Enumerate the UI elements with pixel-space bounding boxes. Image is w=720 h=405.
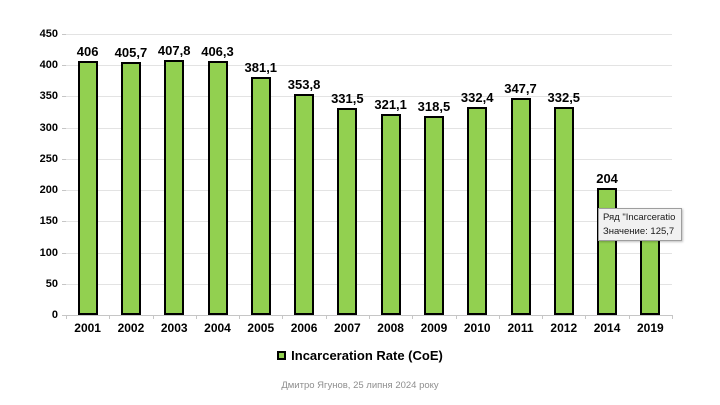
y-tick-mark [62, 96, 66, 98]
x-axis-tick-label: 2008 [377, 321, 404, 335]
bar-2012[interactable] [553, 107, 574, 315]
y-tick-mark [62, 127, 66, 129]
x-tick-mark [455, 315, 457, 319]
x-axis-tick-label: 2011 [507, 321, 534, 335]
bar-value-label: 381,1 [244, 60, 278, 76]
bar-value-label: 405,7 [114, 44, 148, 60]
y-axis-tick-label: 450 [39, 28, 58, 40]
x-axis-tick-label: 2004 [204, 321, 231, 335]
gridline [66, 96, 672, 98]
bar-2014[interactable] [597, 187, 618, 315]
bar-value-label: 332,4 [460, 90, 494, 106]
attribution-text: Дмитро Ягунов, 25 липня 2024 року [281, 380, 439, 391]
y-tick-mark [62, 190, 66, 192]
x-axis-tick-label: 2019 [636, 321, 664, 335]
y-axis-tick-label: 300 [39, 121, 58, 134]
x-axis-tick-label: 2002 [117, 321, 145, 335]
legend[interactable]: Incarceration Rate (CoE) [0, 348, 720, 363]
bar-2010[interactable] [467, 107, 488, 315]
x-tick-mark [325, 315, 327, 319]
gridline [66, 190, 672, 192]
gridline [66, 34, 672, 35]
x-tick-mark [628, 315, 630, 319]
x-tick-mark [152, 315, 154, 319]
x-tick-mark [369, 315, 370, 319]
y-tick-mark [62, 65, 66, 67]
x-tick-mark [585, 315, 587, 319]
y-axis-tick-label: 150 [39, 215, 58, 228]
x-tick-mark [195, 315, 197, 319]
x-axis-tick-label: 2006 [290, 321, 318, 335]
legend-marker-icon [277, 351, 287, 360]
y-axis-tick-label: 0 [51, 309, 58, 321]
bar-2007[interactable] [337, 107, 358, 315]
x-axis-tick-label: 2007 [333, 321, 361, 335]
bar-value-label: 204 [596, 170, 618, 186]
y-axis-tick-label: 250 [39, 152, 58, 165]
x-axis-tick-label: 2012 [550, 321, 578, 335]
y-tick-mark [62, 315, 66, 316]
y-axis-tick-label: 100 [39, 246, 58, 259]
bar-2005[interactable] [250, 77, 271, 315]
y-axis-tick-label: 50 [45, 277, 58, 290]
x-axis-tick-label: 2014 [593, 321, 621, 335]
bar-2011[interactable] [510, 97, 531, 315]
x-tick-mark [282, 315, 284, 319]
tooltip-series-line: Ряд "Incarceratio [603, 212, 676, 223]
x-tick-mark [66, 315, 67, 319]
bar-value-label: 347,7 [504, 80, 537, 96]
y-tick-mark [62, 158, 66, 160]
bar-value-label: 332,5 [547, 90, 581, 106]
bar-value-label: 321,1 [374, 97, 407, 113]
y-tick-mark [62, 252, 66, 254]
bar-value-label: 407,8 [157, 43, 191, 59]
bar-value-label: 331,5 [331, 90, 364, 106]
x-tick-mark [672, 315, 673, 319]
bar-2019[interactable] [640, 236, 661, 315]
x-tick-mark [542, 315, 544, 319]
bar-2006[interactable] [294, 94, 315, 315]
gridline [66, 283, 672, 285]
y-tick-mark [62, 283, 66, 285]
bar-2004[interactable] [207, 61, 228, 315]
x-axis-tick-label: 2003 [160, 321, 188, 335]
bar-2001[interactable] [77, 61, 98, 315]
x-tick-mark [109, 315, 111, 319]
bar-2002[interactable] [120, 61, 141, 315]
x-axis-tick-label: 2010 [463, 321, 491, 335]
y-axis-tick-label: 350 [39, 90, 58, 103]
bar-2009[interactable] [423, 116, 444, 315]
y-axis-tick-label: 200 [39, 184, 58, 197]
y-tick-mark [62, 34, 66, 35]
x-axis-tick-label: 2009 [420, 321, 448, 335]
bar-value-label: 406,3 [201, 44, 234, 60]
legend-label: Incarceration Rate (CoE) [291, 348, 443, 363]
bar-value-label: 318,5 [417, 99, 451, 115]
bar-2003[interactable] [164, 60, 185, 315]
x-axis-tick-label: 2001 [74, 321, 101, 335]
gridline [66, 65, 672, 67]
gridline [66, 158, 672, 160]
gridline [66, 127, 672, 129]
bar-value-label: 353,8 [287, 77, 321, 93]
gridline [66, 221, 672, 223]
x-tick-mark [412, 315, 414, 319]
tooltip-value-line: Значение: 125,7 [603, 226, 675, 237]
chart-tooltip: Ряд "Incarceratio Значение: 125,7 [598, 208, 682, 241]
bar-value-label: 406 [76, 44, 99, 60]
y-tick-mark [62, 221, 66, 223]
bar-2008[interactable] [380, 114, 401, 315]
x-axis-tick-label: 2005 [247, 321, 275, 335]
y-axis-tick-label: 400 [39, 59, 58, 72]
gridline [66, 252, 672, 254]
x-tick-mark [498, 315, 500, 319]
x-tick-mark [239, 315, 241, 319]
